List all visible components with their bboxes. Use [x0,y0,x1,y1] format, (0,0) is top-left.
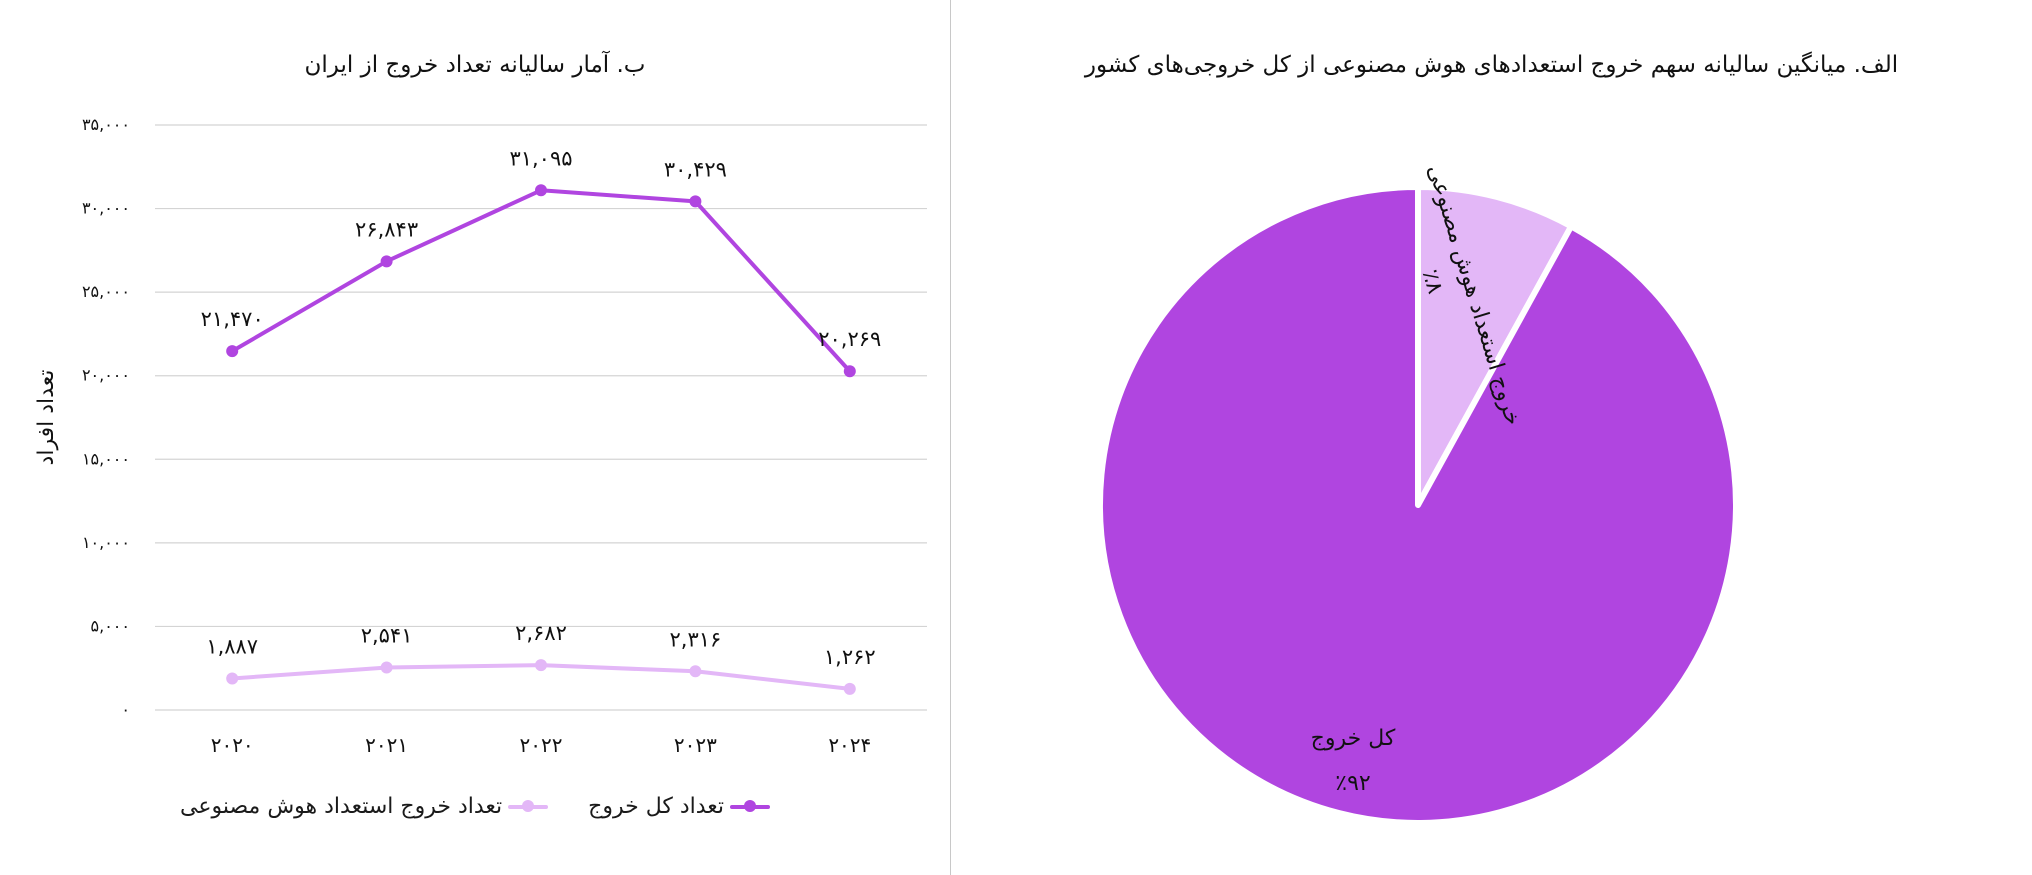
data-point [843,682,856,695]
data-point [226,672,239,685]
data-label: ۳۰,۴۲۹ [664,157,727,181]
series-line-0 [230,188,852,374]
data-point [689,195,702,208]
line-chart-svg: ۰ ۵,۰۰۰ ۱۰,۰۰۰ ۱۵,۰۰۰ ۲۰,۰۰۰ ۲۵,۰۰۰ ۳۰,۰۰۰ ۳۵,۰… [34,115,927,757]
y-tick-label: ۰ [121,700,130,719]
data-label: ۳۱,۰۹۵ [509,146,572,170]
legend-item-total: تعداد کل خروج [588,793,771,819]
data-label: ۲۶,۸۴۳ [355,217,418,241]
legend-swatch-ai-talent [508,799,549,813]
x-tick-label: ۲۰۲۴ [828,733,871,757]
data-label: ۲۱,۴۷۰ [201,307,264,331]
y-tick-label: ۳۰,۰۰۰ [82,199,130,218]
data-point [535,659,547,672]
y-axis-label: تعداد افراد [34,370,59,466]
legend-label-ai-talent: تعداد خروج استعداد هوش مصنوعی [180,793,503,819]
pie-chart-panel: الف. میانگین سالیانه سهم خروج استعدادهای… [951,0,2032,875]
x-tick-label: ۲۰۲۲ [520,733,563,757]
data-point [380,255,393,268]
data-point [535,184,547,197]
data-point [226,345,239,358]
pie-chart-svg: خروج استعداد هوش مصنوعی٪۸کل خروج٪۹۲ [1097,162,1739,826]
legend-item-ai-talent: تعداد خروج استعداد هوش مصنوعی [180,793,549,819]
x-tick-label: ۲۰۲۳ [674,733,717,757]
legend-label-total: تعداد کل خروج [588,793,725,819]
data-label: ۱,۸۸۷ [206,634,258,658]
data-label: ۲۰,۲۶۹ [818,327,881,351]
y-tick-label: ۳۵,۰۰۰ [82,115,130,134]
y-tick-label: ۲۵,۰۰۰ [82,282,130,301]
data-label: ۱,۲۶۲ [824,645,876,669]
pie-slice-0 [1415,184,1575,508]
pie-slice-value: ٪۹۲ [1335,771,1370,796]
line-chart-title: ب. آمار سالیانه تعداد خروج از ایران [304,52,646,78]
y-tick-label: ۱۰,۰۰۰ [82,533,130,552]
data-label: ۲,۵۴۱ [361,624,413,648]
x-tick-label: ۲۰۲۰ [211,733,254,757]
pie-slice-label: کل خروج [1311,726,1396,751]
y-tick-label: ۲۰,۰۰۰ [82,366,130,385]
data-point [380,661,393,674]
legend-swatch-total [730,799,771,813]
data-point [689,665,702,678]
pie-chart-title: الف. میانگین سالیانه سهم خروج استعدادهای… [1084,52,1899,78]
line-chart-legend: تعداد خروج استعداد هوش مصنوعی تعداد کل خ… [180,788,771,824]
data-label: ۲,۶۸۲ [515,621,567,645]
y-tick-label: ۱۵,۰۰۰ [82,449,130,468]
data-point [843,365,856,378]
line-chart-panel: ب. آمار سالیانه تعداد خروج از ایران ۰ ۵,۰… [0,0,950,875]
pie-slice-1 [1097,184,1739,826]
panel-divider [950,0,951,875]
data-label: ۲,۳۱۶ [670,627,722,651]
x-tick-label: ۲۰۲۱ [365,733,408,757]
y-tick-label: ۵,۰۰۰ [91,616,130,635]
